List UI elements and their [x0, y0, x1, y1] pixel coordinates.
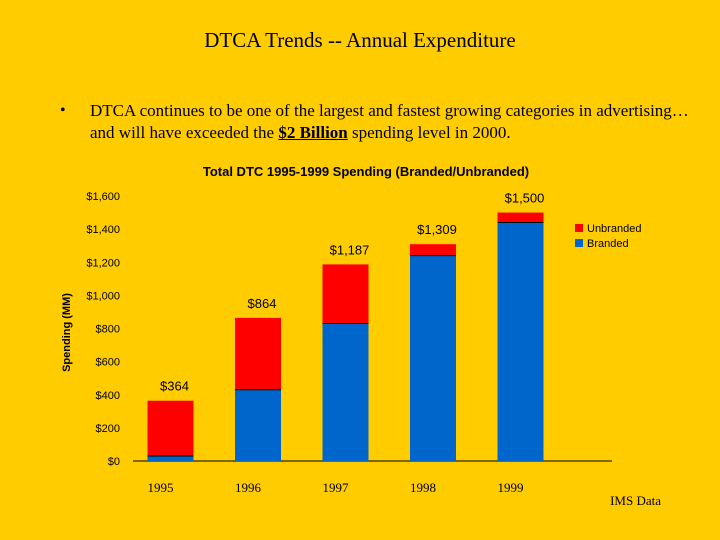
bar-total-label: $1,309 [417, 222, 457, 237]
y-tick-label: $1,600 [86, 191, 120, 203]
bullet-text: DTCA continues to be one of the largest … [90, 100, 690, 144]
bar-unbranded-1996 [235, 317, 281, 390]
y-tick-label: $400 [96, 390, 120, 402]
x-tick-label: 1999 [498, 480, 524, 495]
bar-branded-1998 [410, 255, 456, 461]
bar-total-label: $364 [160, 379, 189, 394]
bar-total-label: $1,187 [330, 242, 370, 257]
bar-branded-1999 [497, 222, 544, 461]
y-tick-label: $0 [108, 456, 120, 468]
y-tick-label: $800 [96, 324, 120, 336]
y-tick-label: $600 [96, 357, 120, 369]
bullet-text-after: spending level in 2000. [347, 123, 511, 142]
bar-total-label: $864 [248, 296, 277, 311]
y-tick-label: $1,000 [86, 290, 120, 302]
bar-unbranded-1999 [497, 212, 544, 223]
x-tick-label: 1996 [235, 480, 262, 495]
bullet-text-before: DTCA continues to be one of the largest … [90, 101, 689, 142]
bar-branded-1995 [147, 456, 194, 461]
y-tick-label: $1,200 [86, 257, 120, 269]
bullet-dot: • [60, 102, 66, 119]
y-tick-label: $1,400 [86, 224, 120, 236]
slide-title: DTCA Trends -- Annual Expenditure [204, 28, 516, 52]
bar-total-label: $1,500 [505, 191, 545, 206]
x-tick-label: 1997 [323, 480, 350, 495]
bar-branded-1996 [235, 389, 281, 461]
source-note: IMS Data [610, 493, 661, 508]
bullet-highlight: $2 Billion [278, 123, 348, 142]
legend-label-branded: Branded [587, 238, 629, 250]
bar-unbranded-1998 [410, 244, 456, 256]
x-tick-label: 1998 [410, 480, 436, 495]
bar-branded-1997 [322, 323, 369, 461]
x-tick-label: 1995 [148, 480, 174, 495]
bar-unbranded-1997 [322, 264, 369, 324]
y-axis-label: Spending (MM) [61, 293, 73, 372]
y-tick-label: $200 [96, 423, 120, 435]
legend-swatch-branded [575, 239, 583, 247]
chart-title: Total DTC 1995-1999 Spending (Branded/Un… [203, 164, 529, 179]
bar-unbranded-1995 [147, 400, 194, 457]
legend-swatch-unbranded [575, 224, 583, 232]
legend-label-unbranded: Unbranded [587, 223, 641, 235]
